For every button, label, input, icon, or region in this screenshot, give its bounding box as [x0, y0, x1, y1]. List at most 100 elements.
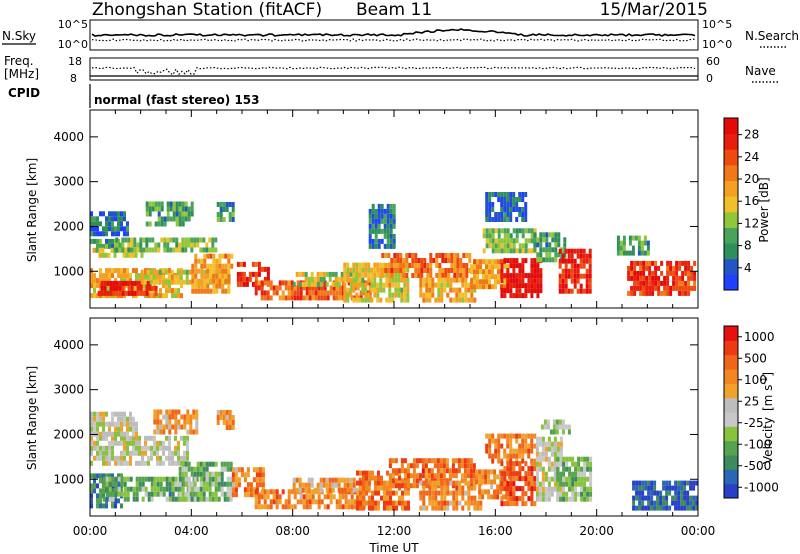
power-cell — [181, 206, 185, 212]
velocity-cell — [108, 491, 112, 497]
power-cell — [180, 283, 183, 289]
velocity-cell — [558, 419, 562, 425]
power-cell — [639, 270, 643, 276]
power-cell — [573, 278, 577, 284]
velocity-cell — [391, 473, 395, 479]
velocity-cell — [135, 426, 138, 432]
velocity-cell — [102, 496, 106, 502]
power-cell — [96, 278, 99, 284]
power-cell — [443, 277, 447, 283]
power-cell — [521, 278, 525, 284]
power-cell — [567, 253, 571, 259]
velocity-cell — [346, 477, 350, 483]
power-cell — [164, 269, 168, 275]
velocity-cell — [317, 494, 321, 500]
power-cell — [476, 274, 479, 280]
velocity-cell — [216, 420, 220, 425]
velocity-cell — [337, 477, 341, 483]
velocity-cell — [677, 495, 681, 501]
power-cell — [437, 282, 441, 288]
velocity-cell — [359, 500, 362, 506]
velocity-cell — [246, 487, 250, 493]
power-cell — [579, 258, 583, 264]
power-cell — [165, 288, 168, 294]
power-cell — [236, 261, 240, 267]
power-cell — [512, 243, 516, 249]
velocity-cell — [430, 468, 434, 474]
velocity-cell — [168, 455, 171, 461]
power-cell — [425, 297, 429, 303]
velocity-cell — [102, 426, 105, 432]
power-cell — [208, 247, 212, 253]
velocity-cell — [371, 490, 374, 496]
power-cell — [459, 258, 463, 263]
power-cell — [447, 258, 451, 263]
velocity-cell — [512, 466, 516, 472]
power-cell — [633, 285, 637, 291]
power-cell — [157, 206, 161, 212]
velocity-cell — [150, 455, 153, 461]
velocity-cell — [108, 476, 112, 482]
velocity-cell — [680, 480, 684, 486]
power-cell — [319, 271, 323, 277]
power-cell — [112, 285, 116, 291]
velocity-cell — [674, 480, 678, 486]
velocity-cell — [266, 489, 270, 495]
power-cell — [90, 293, 93, 299]
power-cell — [181, 247, 185, 253]
velocity-cell — [341, 494, 345, 500]
power-cell — [630, 260, 634, 266]
velocity-cell — [237, 467, 241, 473]
power-cell — [561, 288, 565, 294]
velocity-cell — [186, 409, 190, 415]
power-cell — [126, 226, 129, 232]
velocity-cell — [497, 438, 501, 444]
velocity-cell — [114, 486, 118, 492]
velocity-cell — [419, 505, 423, 511]
power-cell — [642, 280, 646, 286]
power-cell — [588, 253, 592, 259]
velocity-cell — [180, 435, 183, 441]
velocity-cell — [580, 486, 584, 492]
velocity-cell — [478, 489, 482, 495]
power-cell — [548, 232, 552, 238]
velocity-cell — [162, 450, 165, 456]
velocity-cell — [677, 505, 681, 511]
power-cell — [423, 268, 427, 273]
power-cell — [527, 278, 531, 284]
power-cell — [643, 235, 647, 241]
velocity-cell — [521, 453, 525, 459]
power-cell — [470, 264, 473, 270]
power-cell — [675, 275, 679, 281]
power-cell — [503, 238, 507, 244]
power-cell — [384, 253, 388, 258]
power-cell — [361, 267, 365, 273]
power-cell — [482, 269, 485, 275]
velocity-cell — [362, 475, 365, 481]
velocity-cell — [371, 470, 374, 476]
velocity-cell — [527, 433, 531, 439]
power-cell — [500, 284, 503, 290]
velocity-cell — [126, 476, 130, 482]
nsearch-tick-top: 10^5 — [702, 18, 732, 31]
power-cell — [117, 268, 120, 274]
power-cell — [260, 290, 264, 296]
power-cell — [118, 285, 122, 291]
velocity-cell — [117, 431, 120, 437]
velocity-cell — [186, 455, 189, 461]
velocity-cell — [662, 505, 666, 511]
power-cell — [693, 275, 697, 281]
power-cell — [497, 269, 500, 275]
velocity-cell — [211, 481, 215, 487]
power-cell — [488, 243, 492, 249]
power-cell — [157, 211, 161, 217]
velocity-cell — [671, 495, 675, 501]
power-cell — [114, 278, 117, 284]
power-cell — [441, 268, 445, 273]
power-cell — [515, 258, 519, 264]
velocity-cell — [353, 504, 357, 510]
velocity-cell — [436, 458, 440, 464]
power-cell — [136, 242, 140, 248]
velocity-cell — [509, 466, 513, 472]
power-cell — [105, 268, 108, 274]
